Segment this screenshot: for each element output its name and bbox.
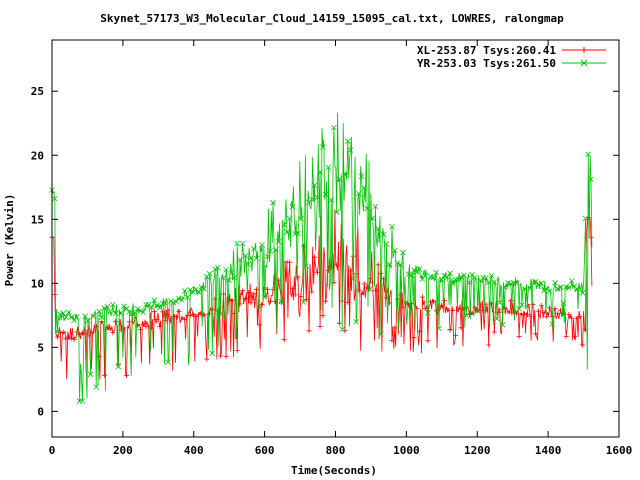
x-axis-label: Time(Seconds) bbox=[291, 464, 377, 477]
x-tick-label: 600 bbox=[255, 444, 275, 457]
x-tick-label: 1400 bbox=[535, 444, 562, 457]
x-tick-label: 200 bbox=[113, 444, 133, 457]
legend-label: XL-253.87 Tsys:260.41 bbox=[417, 44, 556, 57]
y-tick-label: 10 bbox=[31, 277, 44, 290]
axis-ticks: 0 200 400 600 800 1000 1200 1400 1600 0 5 10 15 20 25 bbox=[31, 40, 633, 457]
series-line bbox=[52, 209, 593, 380]
x-tick-label: 1200 bbox=[464, 444, 491, 457]
x-tick-label: 1600 bbox=[606, 444, 633, 457]
series-layer bbox=[49, 112, 594, 404]
y-tick-label: 25 bbox=[31, 85, 44, 98]
x-tick-label: 0 bbox=[49, 444, 56, 457]
x-tick-label: 400 bbox=[184, 444, 204, 457]
legend-marker bbox=[580, 59, 588, 67]
y-tick-label: 0 bbox=[37, 405, 44, 418]
x-tick-label: 1000 bbox=[393, 444, 420, 457]
legend-label: YR-253.03 Tsys:261.50 bbox=[417, 57, 556, 70]
chart-title: Skynet_57173_W3_Molecular_Cloud_14159_15… bbox=[100, 12, 564, 25]
legend-marker bbox=[581, 47, 587, 53]
y-axis-label: Power (Kelvin) bbox=[3, 194, 16, 287]
y-tick-label: 20 bbox=[31, 149, 44, 162]
y-tick-label: 15 bbox=[31, 213, 44, 226]
y-tick-label: 5 bbox=[37, 341, 44, 354]
x-tick-label: 800 bbox=[326, 444, 346, 457]
series-yr bbox=[49, 112, 594, 404]
